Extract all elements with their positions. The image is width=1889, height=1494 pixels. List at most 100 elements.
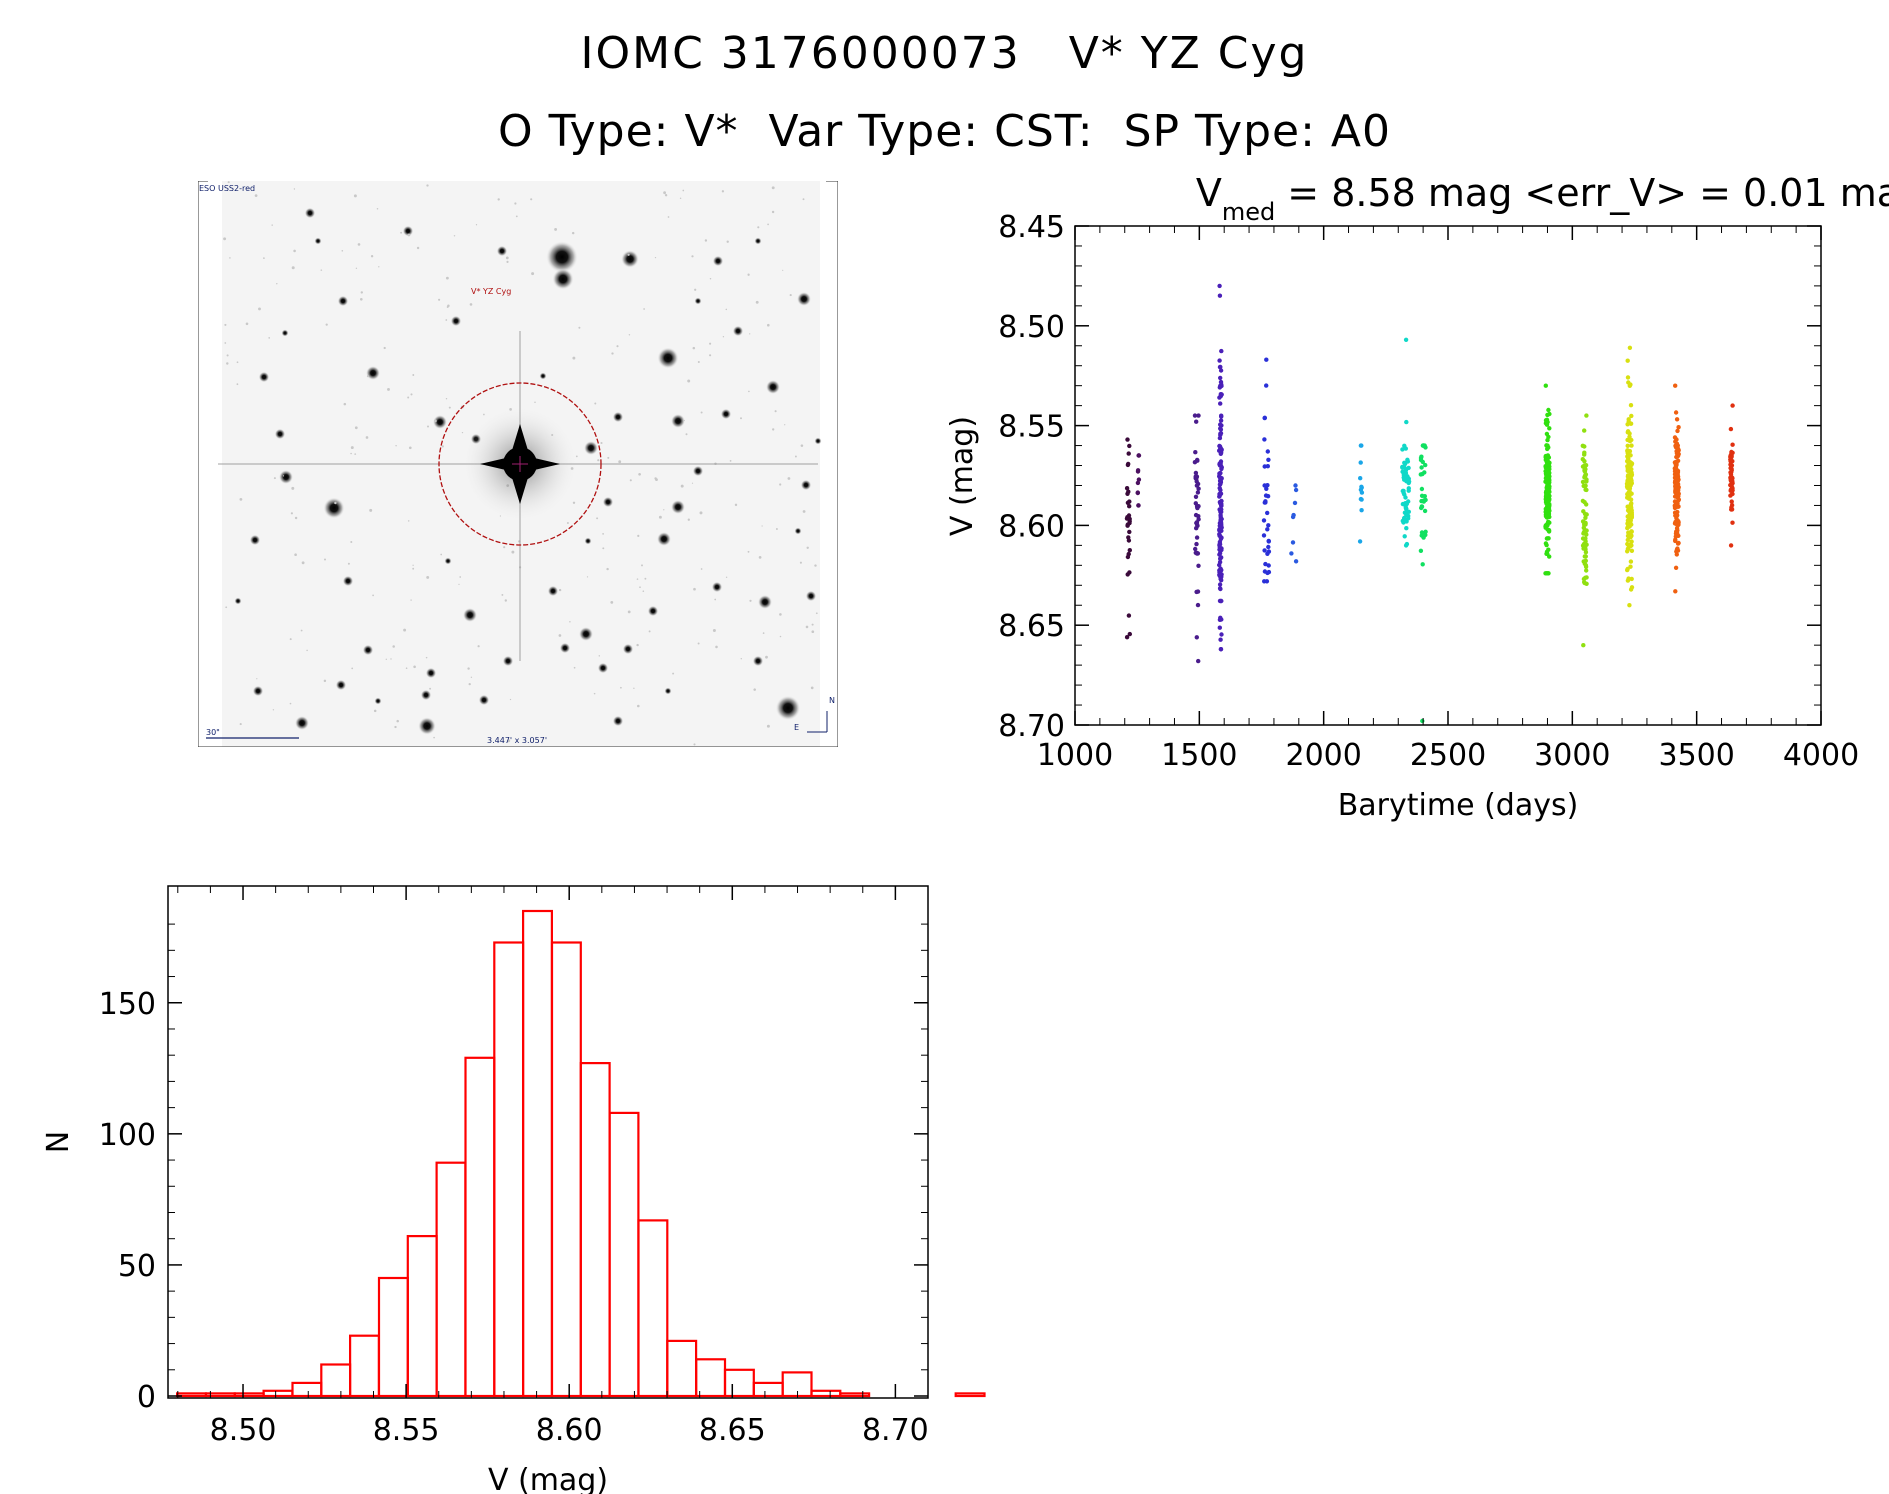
finder-noise [680, 484, 684, 488]
lc-data-point [1264, 383, 1269, 388]
lc-data-point [1729, 478, 1734, 483]
lc-data-point [1217, 471, 1223, 476]
histogram-bar [204, 1392, 236, 1398]
lc-data-point [1195, 505, 1200, 511]
lc-data-point [1217, 598, 1223, 604]
lc-data-point [1218, 446, 1223, 452]
lc-data-point [1406, 480, 1411, 486]
fov-label: 3.447' x 3.057' [487, 736, 547, 745]
lc-data-point [1403, 510, 1408, 515]
lc-data-point [1628, 497, 1634, 502]
finder-noise [293, 249, 296, 253]
lc-data-point [1422, 443, 1427, 448]
lc-data-point [1584, 575, 1589, 580]
finder-noise [347, 562, 350, 565]
finder-noise [518, 540, 521, 543]
finder-star [278, 469, 294, 485]
lc-data-point [1402, 461, 1408, 467]
histogram-bar [291, 1381, 323, 1398]
lc-data-point [1421, 443, 1427, 448]
finder-noise [272, 709, 275, 711]
lc-data-point [1625, 450, 1630, 456]
finder-noise [658, 515, 662, 519]
lc-data-point [1219, 392, 1224, 397]
lc-data-point [1627, 493, 1632, 499]
finder-noise [725, 576, 728, 578]
finder-noise [569, 620, 571, 623]
lc-data-point [1546, 407, 1551, 413]
lc-data-point [1403, 468, 1409, 473]
lc-data-point [1543, 453, 1549, 459]
lc-data-point [1421, 443, 1426, 448]
lc-data-point [1544, 489, 1549, 494]
lc-data-point [1626, 531, 1632, 536]
finder-noise [644, 577, 647, 580]
lc-data-point [1543, 514, 1549, 519]
lc-data-point [1544, 571, 1549, 576]
lc-data-point [1546, 529, 1552, 534]
lc-data-point [1405, 477, 1411, 482]
lc-data-point [1629, 460, 1634, 466]
lc-data-point [1219, 572, 1224, 577]
finder-noise [753, 688, 756, 691]
finder-noise [429, 687, 432, 690]
finder-noise [394, 725, 397, 729]
lc-data-point [1218, 517, 1224, 522]
finder-noise [714, 598, 717, 601]
finder-noise [227, 181, 230, 184]
lc-data-point [1402, 477, 1407, 482]
lc-data-point [1627, 517, 1632, 522]
lc-data-point [1546, 509, 1551, 514]
lc-data-point [1359, 497, 1364, 502]
finder-star [647, 605, 659, 617]
lc-data-point [1194, 474, 1200, 479]
lc-data-point [1672, 466, 1678, 471]
lc-data-point [1544, 473, 1549, 478]
lc-data-point [1193, 546, 1198, 552]
finder-noise [618, 460, 622, 464]
lc-data-point [1546, 476, 1552, 482]
lc-data-point [1219, 574, 1224, 579]
lc-data-point [1193, 470, 1199, 476]
lc-data-point [1262, 437, 1267, 442]
lc-data-point [1627, 512, 1633, 517]
lc-data-point [1401, 517, 1407, 522]
lc-data-point [1219, 383, 1224, 389]
lc-data-point [1729, 454, 1734, 459]
lc-data-point [1582, 500, 1587, 505]
lc-data-point [1626, 482, 1631, 487]
lc-data-point [1217, 527, 1222, 532]
lc-data-point [1728, 487, 1734, 492]
lc-data-point [1673, 488, 1679, 493]
finder-noise [385, 658, 387, 660]
lc-data-point [1265, 527, 1270, 532]
lc-data-point [1218, 375, 1223, 381]
finder-star [425, 667, 437, 679]
histogram-bars [176, 909, 986, 1398]
lc-data-point [1544, 455, 1549, 460]
lc-data-point [1625, 504, 1630, 509]
finder-star [775, 695, 801, 721]
finder-noise [593, 692, 596, 695]
lc-data-point [1406, 486, 1412, 491]
lc-data-point [1629, 509, 1634, 514]
finder-noise [236, 361, 239, 364]
light-curve-title-prefix: V [1196, 171, 1222, 215]
lc-data-point [1406, 465, 1411, 471]
lc-data-point [1625, 474, 1631, 479]
lc-data-point [1266, 523, 1271, 528]
finder-noise [483, 413, 485, 416]
finder-noise [301, 561, 305, 565]
lc-data-point [1546, 504, 1551, 510]
lc-data-point [1675, 513, 1680, 518]
lc-data-point [1672, 510, 1678, 515]
lc-data-point [1673, 464, 1679, 469]
finder-noise [572, 501, 576, 504]
hist-xtick-label: 8.70 [862, 1413, 929, 1448]
lc-data-point [1625, 358, 1630, 363]
lc-data-point [1544, 485, 1549, 490]
finder-star [578, 626, 594, 642]
lc-data-point [1580, 498, 1586, 504]
lc-data-point [1546, 479, 1551, 485]
lc-data-point [1629, 548, 1635, 553]
